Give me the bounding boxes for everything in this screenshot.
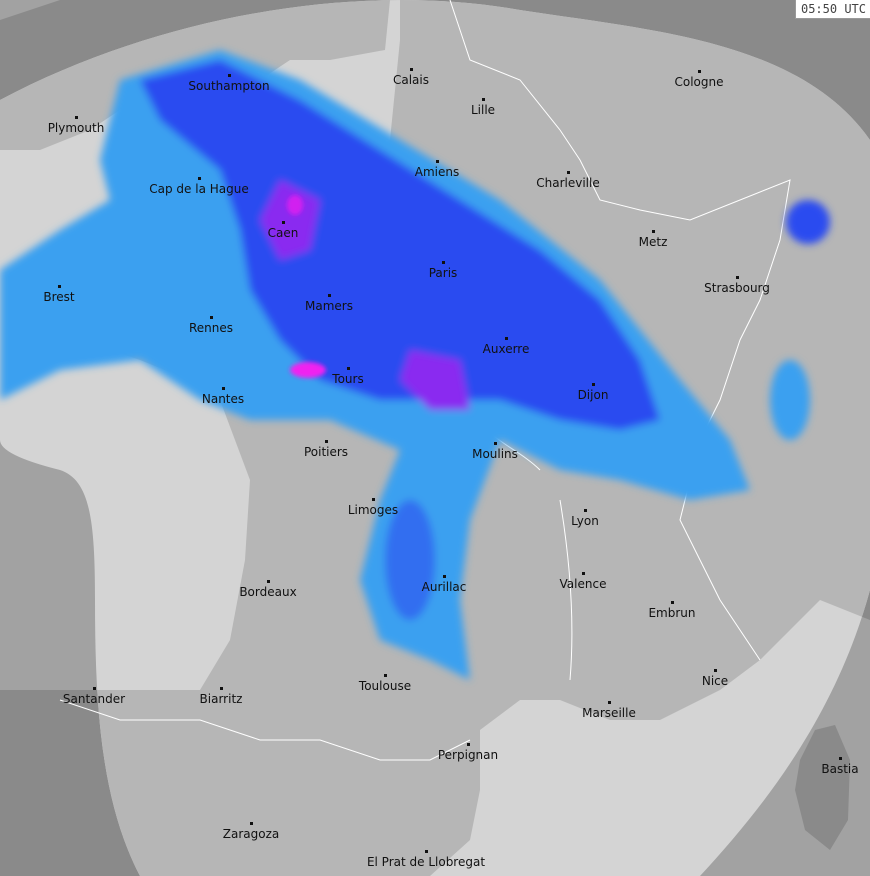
city-marker [325, 440, 328, 443]
city-marker [410, 68, 413, 71]
city-label: Nantes [201, 392, 245, 406]
city-marker [58, 285, 61, 288]
city-label: Bordeaux [239, 585, 297, 599]
city-marker [443, 575, 446, 578]
city-label: Metz [638, 235, 668, 249]
city-label: Dijon [577, 388, 609, 402]
city-marker [671, 601, 674, 604]
city-marker [372, 498, 375, 501]
city-marker [384, 674, 387, 677]
city-label: Limoges [347, 503, 399, 517]
city-label: Valence [559, 577, 607, 591]
city-label: Amiens [414, 165, 460, 179]
city-label: Cologne [674, 75, 724, 89]
city-label: Paris [428, 266, 458, 280]
city-marker [436, 160, 439, 163]
city-label: Caen [267, 226, 299, 240]
city-label: Cap de la Hague [149, 182, 249, 196]
city-marker [75, 116, 78, 119]
city-marker [328, 294, 331, 297]
city-marker [250, 822, 253, 825]
city-label: Nice [701, 674, 729, 688]
city-marker [228, 74, 231, 77]
city-label: Biarritz [199, 692, 243, 706]
city-marker [608, 701, 611, 704]
city-marker [425, 850, 428, 853]
city-label: Lyon [571, 514, 599, 528]
timestamp: 05:50 UTC [794, 0, 870, 19]
city-label: El Prat de Llobregat [366, 855, 486, 869]
city-marker [582, 572, 585, 575]
city-label: Southampton [188, 79, 270, 93]
city-marker [220, 687, 223, 690]
city-marker [467, 743, 470, 746]
city-marker [592, 383, 595, 386]
city-label: Tours [332, 372, 364, 386]
city-label: Poitiers [303, 445, 349, 459]
city-marker [714, 669, 717, 672]
city-marker [267, 580, 270, 583]
city-label: Calais [392, 73, 430, 87]
city-marker [652, 230, 655, 233]
city-label: Mamers [305, 299, 353, 313]
city-marker [93, 687, 96, 690]
city-label: Zaragoza [222, 827, 280, 841]
city-label: Embrun [648, 606, 696, 620]
city-label: Aurillac [421, 580, 467, 594]
city-marker [505, 337, 508, 340]
city-label: Charleville [536, 176, 600, 190]
city-marker [584, 509, 587, 512]
city-marker [494, 442, 497, 445]
city-marker [222, 387, 225, 390]
city-marker [736, 276, 739, 279]
city-label: Rennes [188, 321, 234, 335]
intense-precipitation [287, 195, 326, 378]
city-marker [210, 316, 213, 319]
city-label: Brest [43, 290, 75, 304]
city-marker [198, 177, 201, 180]
city-label: Lille [470, 103, 496, 117]
city-label: Auxerre [482, 342, 530, 356]
city-marker [482, 98, 485, 101]
city-label: Moulins [472, 447, 518, 461]
city-marker [282, 221, 285, 224]
city-label: Santander [62, 692, 126, 706]
city-label: Bastia [821, 762, 859, 776]
precipitation-layer [0, 50, 830, 680]
city-label: Strasbourg [704, 281, 770, 295]
city-marker [347, 367, 350, 370]
city-marker [839, 757, 842, 760]
city-label: Marseille [582, 706, 636, 720]
city-marker [442, 261, 445, 264]
city-label: Plymouth [47, 121, 105, 135]
city-marker [698, 70, 701, 73]
city-label: Perpignan [437, 748, 499, 762]
city-marker [567, 171, 570, 174]
city-label: Toulouse [358, 679, 412, 693]
